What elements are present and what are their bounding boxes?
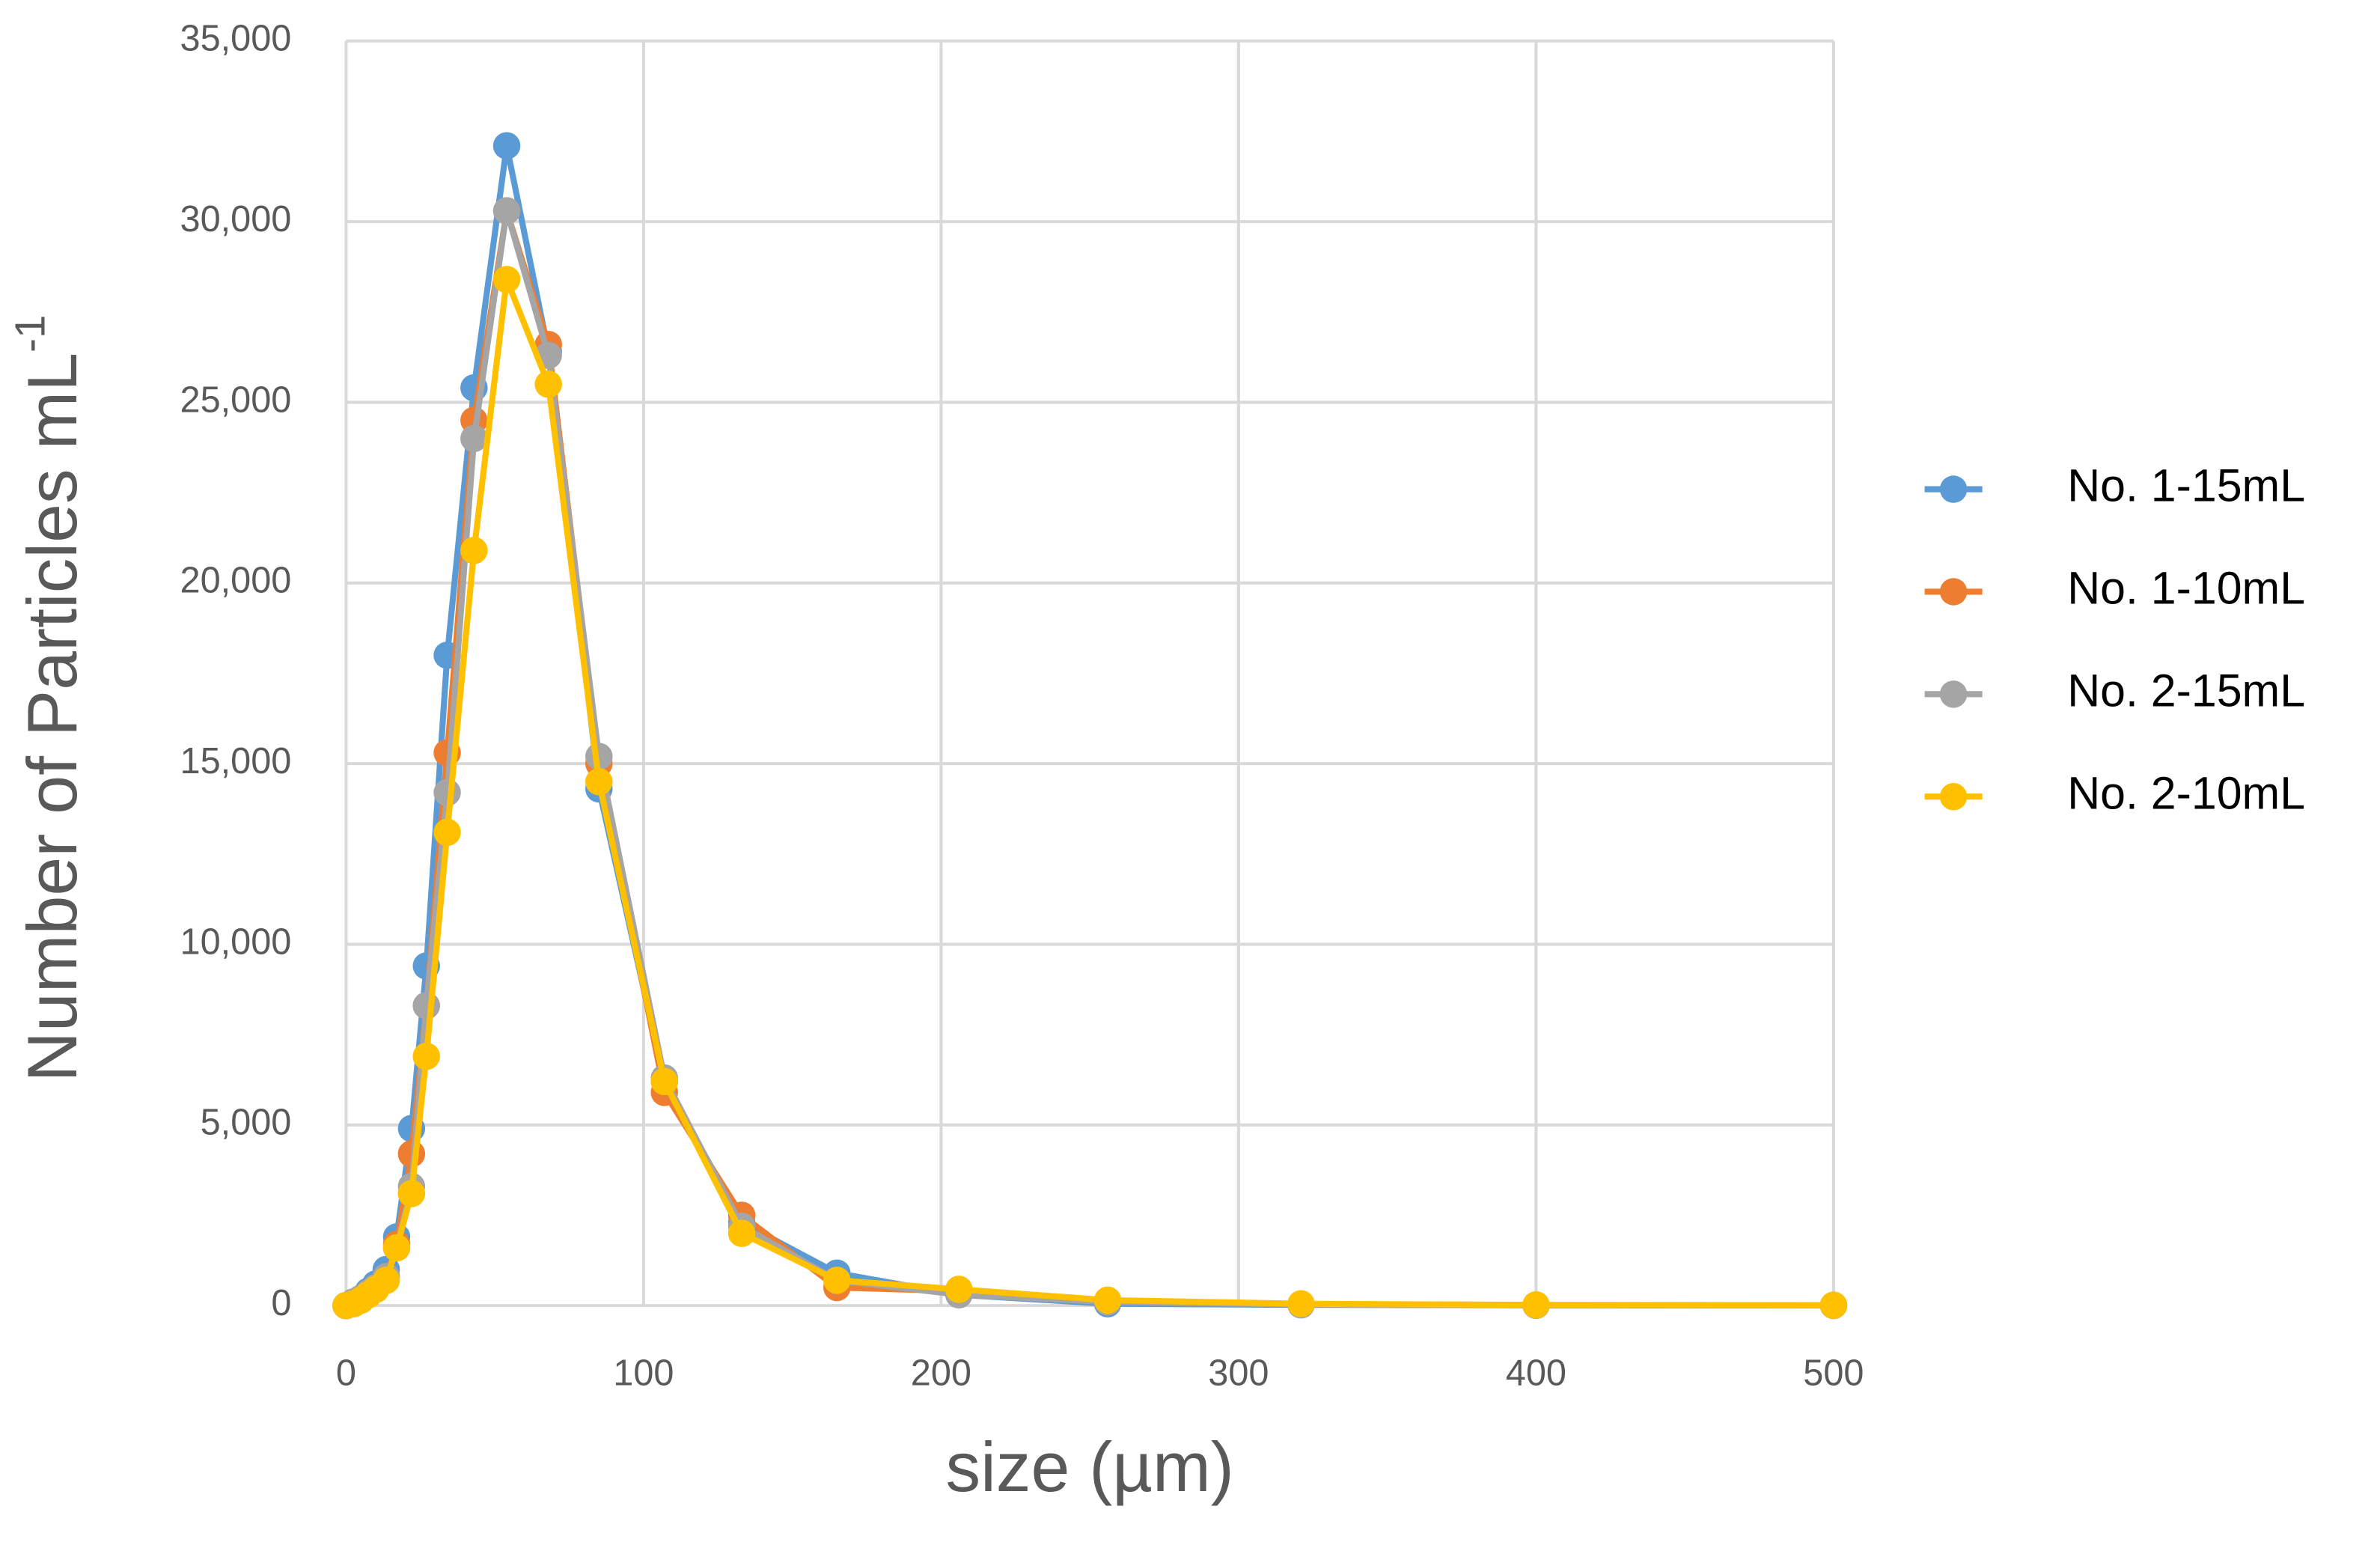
legend-label: No. 1-15mL [2067,460,2305,511]
data-point [585,768,613,796]
data-point [492,197,521,225]
legend-label: No. 1-10mL [2067,563,2305,614]
data-point [412,1042,440,1070]
legend-label: No. 2-10mL [2067,767,2305,818]
y-axis-title-superscript: -1 [7,314,55,352]
data-point [1522,1291,1550,1319]
data-point [727,1219,756,1247]
data-point [492,132,521,159]
y-tick-label: 35,000 [180,19,292,59]
legend-swatch-marker [1939,475,1968,503]
data-point [460,537,488,564]
data-point [372,1267,400,1294]
x-tick-label: 200 [911,1353,971,1393]
y-tick-label: 20,000 [180,561,292,601]
legend-label: No. 2-15mL [2067,665,2305,716]
data-point [1093,1286,1122,1314]
data-point [382,1234,411,1262]
x-tick-label: 100 [613,1353,674,1393]
data-point [460,424,488,452]
y-axis-title-main: Number of Particles mL [13,353,91,1082]
series-line [344,207,1834,1308]
x-tick-label: 300 [1208,1353,1269,1393]
legend-swatch-marker [1939,782,1968,811]
x-tick-label: 0 [336,1353,356,1393]
series-line [344,142,1834,1308]
y-tick-label: 15,000 [180,741,292,781]
data-point [945,1276,973,1303]
x-tick-label: 500 [1803,1353,1864,1393]
series-line [345,276,1834,1309]
y-axis-title: Number of Particles mL-1 [7,314,91,1082]
data-point [823,1267,851,1294]
y-tick-label: 30,000 [180,199,292,240]
legend-swatch-marker [1939,680,1968,708]
y-tick-label: 5,000 [201,1103,292,1143]
legend-swatch-marker [1939,578,1968,606]
y-tick-label: 10,000 [180,921,292,962]
data-point [397,1180,426,1207]
data-point [1819,1291,1848,1319]
data-point [534,371,562,398]
data-point [412,992,440,1020]
data-point [433,818,461,847]
data-point [650,1067,678,1096]
y-tick-label: 25,000 [180,380,292,420]
x-axis-title: size (µm) [945,1428,1233,1506]
series-line [344,207,1834,1308]
data-point [1287,1290,1315,1317]
data-point [492,266,521,293]
x-tick-label: 400 [1506,1353,1566,1393]
y-tick-label: 0 [271,1283,291,1323]
